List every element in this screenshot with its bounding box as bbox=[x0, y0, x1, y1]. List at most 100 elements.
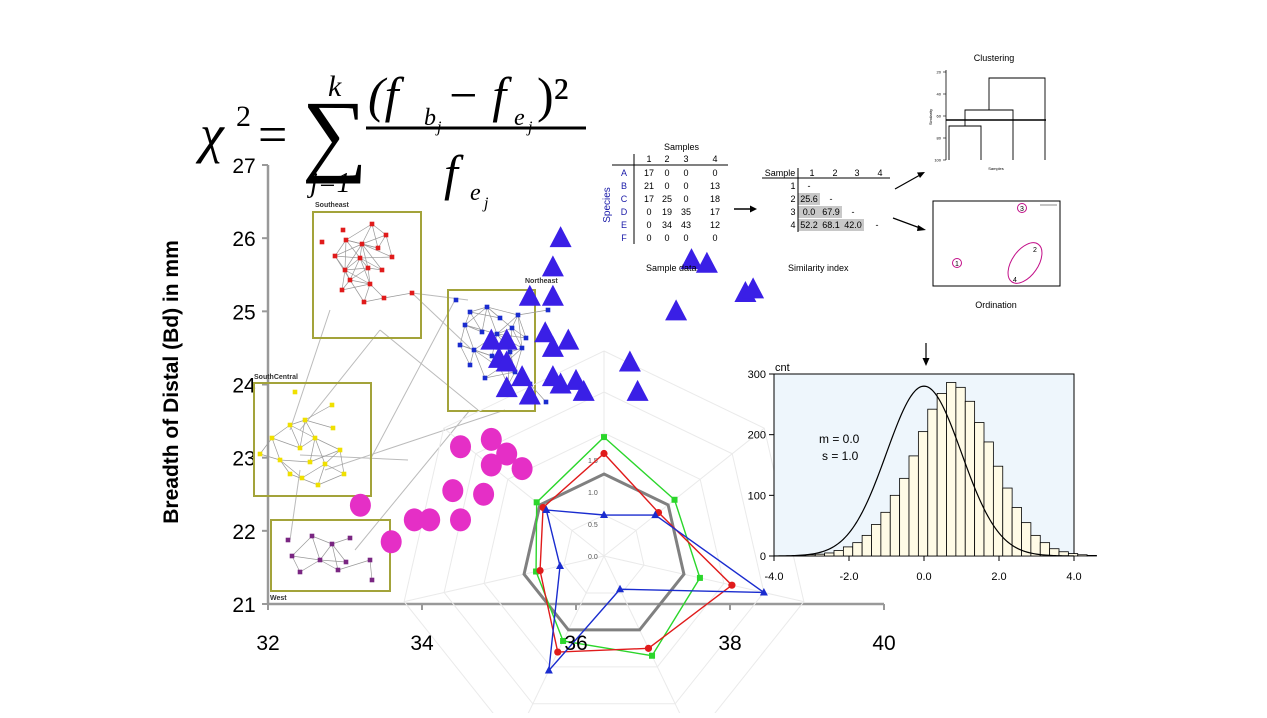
main-y-axis-label: Breadth of Distal (Bd) in mm bbox=[160, 240, 183, 524]
network-connections bbox=[289, 292, 506, 551]
network-node bbox=[375, 245, 381, 251]
ordination-point-3: 3 bbox=[1020, 206, 1024, 213]
x-tick-label: 32 bbox=[256, 632, 279, 655]
network-edge bbox=[341, 269, 346, 291]
similarity-row-label: 4 bbox=[790, 220, 795, 230]
radar-chart: 1.5 1.0 0.5 0.0 bbox=[403, 350, 805, 718]
network-edge bbox=[331, 537, 351, 545]
network-edge bbox=[349, 267, 369, 281]
network-node bbox=[462, 322, 468, 328]
triangle-point bbox=[549, 372, 572, 394]
similarity-header-cell: Sample bbox=[765, 168, 796, 178]
histogram-bars bbox=[796, 382, 1097, 557]
network-node bbox=[330, 425, 336, 431]
sample-table-cell: 0 bbox=[712, 233, 717, 243]
triangle-point bbox=[495, 328, 518, 350]
sample-table-cell: 17 bbox=[644, 194, 654, 204]
network-node bbox=[381, 295, 387, 301]
formula-num-minus: − f bbox=[446, 67, 512, 123]
sample-table-col-header: 2 bbox=[664, 154, 669, 164]
triangle-point bbox=[511, 365, 534, 387]
network-node bbox=[383, 232, 389, 238]
network-edge bbox=[319, 559, 339, 571]
formula-sum-lower: j=1 bbox=[307, 168, 351, 199]
radar-marker-blue bbox=[616, 584, 625, 593]
sample-table-col-header: 4 bbox=[712, 154, 717, 164]
triangle-point bbox=[626, 379, 649, 401]
sample-table-cell: 0 bbox=[646, 220, 651, 230]
network-node bbox=[257, 451, 263, 457]
similarity-cell: - bbox=[830, 194, 833, 204]
network-edge bbox=[469, 311, 501, 319]
network-edge bbox=[385, 234, 393, 258]
histogram-bar bbox=[955, 386, 966, 557]
histogram-bar bbox=[880, 511, 891, 557]
network-edge bbox=[291, 555, 301, 573]
network-edge bbox=[367, 267, 383, 271]
network-node bbox=[347, 535, 353, 541]
histogram-x-tick-label: 4.0 bbox=[1066, 571, 1081, 583]
histogram-bar bbox=[992, 465, 1004, 557]
y-tick-label: 25 bbox=[232, 301, 255, 324]
histogram-bar bbox=[833, 550, 844, 557]
triangle-point bbox=[680, 248, 703, 270]
sample-data-table: Samples Species 1 2 3 4A 17 0 0 0B 21 0 0 13C 17 25 0 1… bbox=[602, 142, 728, 273]
network-edge bbox=[259, 453, 281, 461]
network-node bbox=[287, 422, 293, 428]
network-edge bbox=[473, 349, 486, 379]
network-edge bbox=[511, 327, 523, 349]
histogram-x-tick-label: -2.0 bbox=[840, 571, 859, 583]
network-node bbox=[361, 299, 367, 305]
sample-table-cell: 12 bbox=[710, 220, 720, 230]
network-node bbox=[453, 297, 459, 303]
network-node bbox=[471, 347, 477, 353]
network-node bbox=[515, 312, 521, 318]
network-edge bbox=[299, 559, 321, 573]
network-edge bbox=[496, 314, 519, 335]
dendrogram-tick-label: 60 bbox=[937, 114, 942, 119]
network-edge bbox=[345, 223, 373, 241]
southeast-network bbox=[319, 221, 415, 305]
histogram-ticks: 0 100 200 300 -4.0 -2.0 0.0 2.0 4.0 bbox=[748, 369, 1082, 583]
formula-sum-sign: ∑ bbox=[302, 82, 368, 184]
network-edge bbox=[291, 535, 313, 557]
network-edge bbox=[334, 239, 347, 257]
network-edge bbox=[345, 239, 361, 259]
formula-den-e: e bbox=[470, 180, 481, 206]
network-node bbox=[467, 309, 473, 315]
histogram-y-tick-label: 0 bbox=[760, 551, 766, 563]
network-edge bbox=[314, 437, 341, 451]
network-edge bbox=[369, 283, 385, 299]
network-edge bbox=[331, 543, 347, 563]
southeast-label: Southeast bbox=[315, 202, 350, 209]
circle-point bbox=[349, 493, 371, 517]
radar-marker-red bbox=[728, 581, 736, 589]
y-tick-label: 23 bbox=[232, 448, 255, 471]
radar-grid-ring bbox=[403, 350, 805, 718]
similarity-row-label: 3 bbox=[790, 207, 795, 217]
network-edge bbox=[314, 437, 326, 465]
network-node bbox=[285, 537, 291, 543]
network-edge bbox=[361, 243, 393, 258]
radar-axis-label: 1.5 bbox=[588, 458, 598, 465]
similarity-cell-shade bbox=[798, 206, 820, 218]
network-edge bbox=[529, 383, 547, 403]
main-scatter-points bbox=[349, 226, 765, 554]
radar-spoke bbox=[603, 555, 804, 603]
histogram-bar bbox=[1039, 542, 1051, 557]
similarity-cell: 67.9 bbox=[822, 207, 840, 217]
network-edge bbox=[279, 459, 291, 475]
circle-point bbox=[450, 508, 471, 532]
network-edge bbox=[299, 437, 316, 449]
network-node bbox=[497, 315, 503, 321]
network-node bbox=[519, 345, 525, 351]
circle-point bbox=[442, 479, 464, 503]
similarity-caption: Similarity index bbox=[788, 263, 849, 273]
network-node bbox=[339, 287, 345, 293]
network-node bbox=[322, 461, 328, 467]
radar-marker-blue bbox=[651, 510, 660, 519]
dendrogram-title: Clustering bbox=[974, 53, 1015, 63]
network-node bbox=[269, 435, 275, 441]
network-edge bbox=[271, 437, 281, 461]
